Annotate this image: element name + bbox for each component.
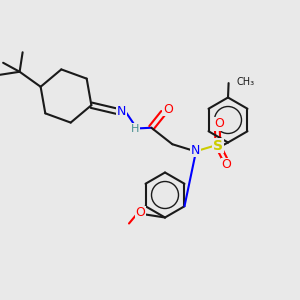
Text: O: O	[163, 103, 173, 116]
Text: N: N	[117, 105, 126, 118]
Text: O: O	[135, 206, 145, 220]
Text: H: H	[131, 124, 139, 134]
Text: CH₃: CH₃	[237, 76, 255, 87]
Text: O: O	[214, 117, 224, 130]
Text: S: S	[213, 139, 223, 153]
Text: O: O	[221, 158, 231, 171]
Text: N: N	[191, 144, 200, 157]
